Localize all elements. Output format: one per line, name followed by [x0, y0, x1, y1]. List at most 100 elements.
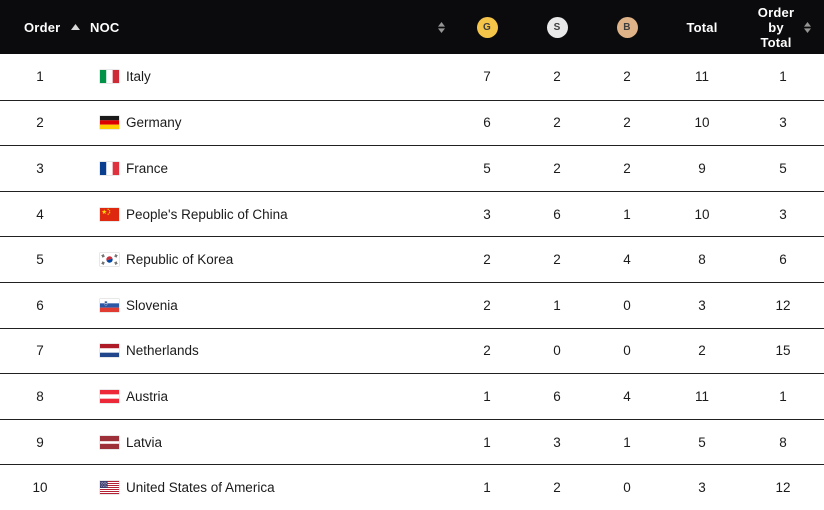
total-count-cell: 3 — [698, 297, 706, 313]
silver-count-cell: 2 — [553, 69, 561, 85]
order-by-total-cell: 1 — [779, 388, 787, 404]
table-row[interactable]: 7 Netherlands 2 0 0 2 15 — [0, 327, 824, 374]
table-row[interactable]: 10 United States of America 1 2 0 3 12 — [0, 464, 824, 510]
gold-count-cell: 5 — [483, 160, 491, 176]
order-cell: 2 — [36, 115, 44, 131]
order-cell: 10 — [32, 480, 48, 496]
noc-cell: Germany — [80, 115, 452, 130]
country-flag-icon — [100, 298, 119, 312]
country-flag-icon — [100, 389, 119, 403]
column-header-noc[interactable]: NOC — [80, 0, 452, 54]
order-by-total-cell: 12 — [775, 480, 791, 496]
column-header-order-by-total[interactable]: Order by Total — [742, 0, 824, 54]
column-header-bronze[interactable]: B — [592, 0, 662, 54]
country-flag-icon — [100, 344, 119, 358]
total-count-cell: 10 — [694, 206, 710, 222]
gold-count-cell: 2 — [483, 297, 491, 313]
order-cell: 9 — [36, 434, 44, 450]
noc-cell: Austria — [80, 389, 452, 404]
silver-medal-icon: S — [546, 16, 568, 38]
silver-count-cell: 0 — [553, 343, 561, 359]
table-row[interactable]: 4 People's Republic of China 3 6 1 10 3 — [0, 190, 824, 237]
total-count-cell: 10 — [694, 115, 710, 131]
gold-count-cell: 1 — [483, 388, 491, 404]
order-by-total-cell: 15 — [775, 343, 791, 359]
table-row[interactable]: 5 Republic of Korea 2 2 4 8 6 — [0, 236, 824, 282]
bronze-count-cell: 1 — [623, 434, 631, 450]
column-header-silver[interactable]: S — [522, 0, 592, 54]
total-count-cell: 2 — [698, 343, 706, 359]
column-label-order-by-total: Order by Total — [757, 4, 795, 50]
country-name: Republic of Korea — [126, 252, 234, 268]
silver-count-cell: 6 — [553, 206, 561, 222]
bronze-medal-icon: B — [616, 16, 638, 38]
noc-cell: United States of America — [80, 480, 452, 495]
country-name: Austria — [126, 388, 169, 404]
silver-count-cell: 2 — [553, 252, 561, 268]
order-by-total-cell: 8 — [779, 434, 787, 450]
sort-toggle-icon[interactable] — [437, 21, 446, 34]
bronze-count-cell: 0 — [623, 343, 631, 359]
total-count-cell: 11 — [694, 388, 709, 404]
noc-cell: France — [80, 161, 452, 176]
order-by-total-cell: 3 — [779, 206, 787, 222]
order-by-total-cell: 6 — [779, 252, 787, 268]
bronze-count-cell: 2 — [623, 69, 631, 85]
order-cell: 4 — [36, 206, 44, 222]
table-row[interactable]: 9 Latvia 1 3 1 5 8 — [0, 418, 824, 465]
gold-count-cell: 6 — [483, 115, 491, 131]
bronze-count-cell: 2 — [623, 115, 631, 131]
column-header-order[interactable]: Order — [0, 0, 81, 54]
noc-cell: Slovenia — [80, 298, 452, 313]
country-name: Italy — [126, 69, 151, 85]
sort-toggle-icon[interactable] — [803, 21, 812, 34]
gold-count-cell: 3 — [483, 206, 491, 222]
bronze-count-cell: 1 — [623, 206, 631, 222]
country-name: United States of America — [126, 480, 275, 496]
bronze-count-cell: 0 — [623, 480, 631, 496]
country-flag-icon — [100, 70, 119, 84]
gold-count-cell: 7 — [483, 69, 491, 85]
table-row[interactable]: 1 Italy 7 2 2 11 1 — [0, 54, 824, 100]
country-name: Germany — [126, 115, 182, 131]
order-by-total-cell: 1 — [779, 69, 787, 85]
bronze-count-cell: 2 — [623, 160, 631, 176]
silver-count-cell: 6 — [553, 388, 561, 404]
noc-cell: Republic of Korea — [80, 252, 452, 267]
country-flag-icon — [100, 481, 119, 495]
silver-count-cell: 1 — [553, 297, 561, 313]
silver-count-cell: 2 — [553, 115, 561, 131]
total-count-cell: 5 — [698, 434, 706, 450]
noc-cell: Latvia — [80, 435, 452, 450]
column-header-total[interactable]: Total — [662, 0, 742, 54]
country-name: Slovenia — [126, 297, 178, 313]
gold-count-cell: 2 — [483, 252, 491, 268]
order-by-total-cell: 12 — [775, 297, 791, 313]
country-name: Latvia — [126, 434, 163, 450]
country-name: People's Republic of China — [126, 206, 288, 222]
table-row[interactable]: 2 Germany 6 2 2 10 3 — [0, 99, 824, 146]
order-cell: 7 — [36, 343, 44, 359]
total-count-cell: 3 — [698, 480, 706, 496]
country-flag-icon — [100, 253, 119, 267]
gold-count-cell: 1 — [483, 480, 491, 496]
table-row[interactable]: 8 Austria 1 6 4 11 1 — [0, 373, 824, 419]
table-row[interactable]: 3 France 5 2 2 9 5 — [0, 145, 824, 191]
bronze-count-cell: 0 — [623, 297, 631, 313]
order-by-total-cell: 5 — [779, 160, 787, 176]
sort-ascending-icon[interactable] — [71, 24, 81, 30]
column-label-order: Order — [24, 19, 61, 35]
country-flag-icon — [100, 161, 119, 175]
silver-count-cell: 2 — [553, 480, 561, 496]
country-name: France — [126, 160, 169, 176]
order-cell: 1 — [36, 69, 44, 85]
table-header: Order NOC G S B Total Order by Total — [0, 0, 824, 54]
table-body: 1 Italy 7 2 2 11 1 2 Germany 6 2 2 10 3 … — [0, 54, 824, 510]
country-flag-icon — [100, 435, 119, 449]
bronze-count-cell: 4 — [623, 388, 631, 404]
column-label-noc: NOC — [90, 19, 120, 35]
gold-count-cell: 2 — [483, 343, 491, 359]
column-header-gold[interactable]: G — [452, 0, 522, 54]
table-row[interactable]: 6 Slovenia 2 1 0 3 12 — [0, 281, 824, 328]
